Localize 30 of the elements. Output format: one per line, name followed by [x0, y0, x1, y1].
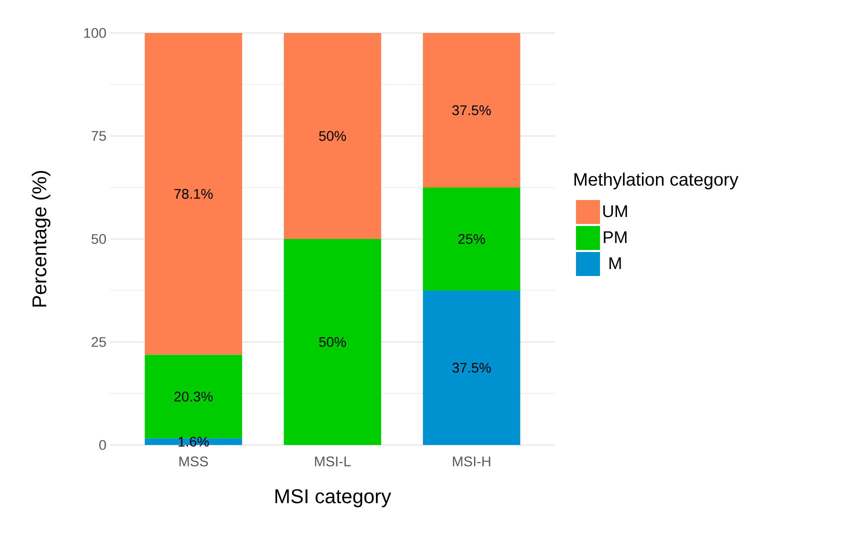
bar [422, 187, 520, 290]
bar [144, 32, 242, 355]
bar [422, 290, 520, 445]
data-label: 1.6% [178, 436, 209, 447]
y-axis-title: Percentage (%) [32, 171, 50, 307]
x-tick-label: MSI-L [315, 456, 351, 466]
bar [422, 32, 520, 188]
legend-label: M [609, 257, 621, 270]
data-label: 25% [458, 234, 486, 244]
data-label: 78.1% [174, 188, 213, 199]
x-tick-label: MSI-H [452, 456, 490, 466]
data-label: 37.5% [452, 105, 491, 116]
x-axis-title: MSI category [275, 489, 392, 508]
data-label: 50% [319, 131, 346, 141]
bar [284, 238, 382, 445]
x-tick-label: MSS [179, 456, 208, 466]
legend-label: UM [603, 205, 627, 218]
y-tick-label: 25 [92, 337, 106, 347]
bar [284, 32, 382, 239]
y-tick-label: 0 [99, 440, 106, 450]
bar [144, 438, 242, 445]
y-tick-label: 100 [84, 28, 106, 38]
y-tick-label: 50 [92, 234, 106, 244]
data-label: 37.5% [452, 362, 491, 373]
data-label: 50% [319, 337, 346, 347]
y-tick-label: 75 [92, 131, 106, 141]
bar [144, 354, 242, 438]
legend-label: PM [604, 231, 626, 244]
legend-title: Methylation category [574, 172, 738, 190]
data-label: 20.3% [174, 392, 213, 402]
